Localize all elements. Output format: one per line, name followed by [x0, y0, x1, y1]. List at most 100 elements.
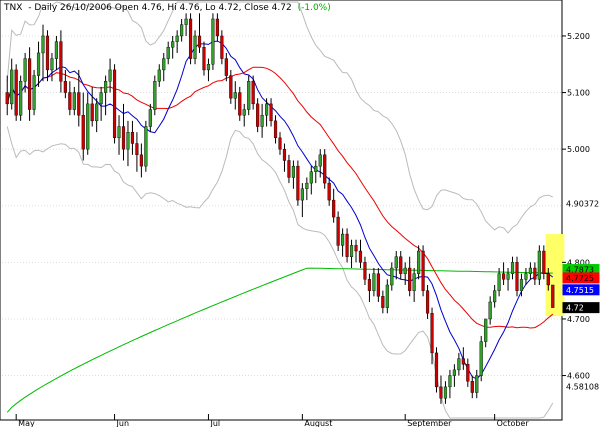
candle-body [497, 273, 501, 291]
value-tag-box [562, 272, 600, 284]
candle-body [197, 35, 202, 48]
plot-frame [0, 0, 563, 421]
candle-body [247, 81, 251, 110]
candle-body [126, 131, 130, 150]
candle-body [349, 245, 354, 257]
chart-change: (-1.0%) [298, 3, 331, 13]
y-tick-label: 4.800 [567, 258, 590, 267]
value-tag-box [562, 198, 600, 210]
candle-body [23, 58, 27, 82]
candle-body [510, 262, 515, 274]
y-tick-label: 4.700 [567, 315, 590, 324]
candle-body [108, 69, 112, 82]
candle-body [528, 267, 532, 274]
candle-body [484, 318, 488, 342]
candle-body [215, 18, 219, 37]
candle-body [466, 364, 470, 382]
candle-body [327, 182, 331, 201]
candle-body [345, 233, 349, 257]
candle-body [144, 126, 148, 167]
chart-title: TNX - Daily 26/10/2006 Open 4.76, Hi 4.7… [3, 3, 331, 13]
highlight-rect [545, 234, 565, 317]
candle-body [90, 103, 94, 122]
value-tag-label: 4.7725 [566, 274, 594, 283]
gridlines [2, 35, 562, 377]
candlesticks [5, 13, 555, 404]
candle-body [287, 160, 291, 178]
candle-body [363, 262, 367, 280]
candle-body [399, 256, 403, 274]
candle-body [220, 35, 224, 59]
y-tick-label: 4.600 [567, 372, 590, 381]
value-tag-label: 4.58108 [566, 382, 599, 391]
candle-body [184, 18, 188, 25]
candle-body [524, 273, 528, 280]
candle-body [403, 267, 407, 274]
value-tag-box [562, 380, 600, 392]
candle-body [162, 58, 166, 71]
candle-body [546, 273, 550, 286]
candle-body [372, 273, 376, 291]
candle-body [278, 137, 282, 150]
candle-body [242, 109, 246, 116]
x-axis-months: May Jun Jul August September October [15, 414, 529, 427]
value-tag-label: 4.72 [566, 304, 584, 313]
moving-averages [6, 40, 554, 413]
candle-body [291, 165, 296, 178]
candle-body [390, 267, 394, 286]
candle-body [112, 69, 117, 139]
x-tick-label: September [407, 419, 452, 427]
candle-body [296, 165, 300, 201]
candle-body [86, 103, 90, 150]
candle-body [412, 273, 416, 291]
candle-body [273, 120, 278, 139]
candle-body [45, 35, 50, 71]
x-tick-label: May [18, 419, 35, 427]
candle-body [533, 267, 537, 280]
candle-body [309, 171, 313, 184]
candle-body [515, 262, 519, 291]
candle-body [439, 386, 443, 399]
candle-body [457, 358, 461, 371]
upper-band-line [6, 1, 553, 234]
candle-body [41, 35, 45, 54]
candle-body [341, 233, 345, 246]
candle-body [519, 279, 524, 291]
candle-body [72, 92, 76, 110]
candle-body [479, 341, 483, 376]
candle-body [171, 41, 175, 48]
candle-body [493, 290, 497, 303]
candle-body [394, 256, 398, 269]
candle-body [77, 92, 81, 116]
candle-body [95, 103, 99, 122]
candle-body [81, 114, 85, 150]
candle-body [28, 58, 32, 110]
candle-body [501, 273, 506, 280]
sma-fast-line [6, 40, 554, 380]
candle-body [385, 284, 389, 308]
candle-body [421, 250, 425, 291]
candle-body [36, 52, 41, 76]
candle-body [157, 69, 161, 82]
candle-body [5, 92, 9, 105]
candle-body [224, 58, 228, 76]
candle-body [443, 386, 448, 399]
candle-body [470, 381, 474, 393]
candle-body [542, 250, 546, 274]
candle-body [153, 81, 157, 110]
candle-body [461, 358, 465, 365]
sma-mid-line [6, 66, 554, 329]
candle-body [354, 245, 358, 252]
candle-body [551, 284, 555, 308]
y-tick-label: 5.000 [567, 145, 590, 154]
candle-body [367, 279, 372, 291]
chart-symbol: TNX [3, 3, 22, 13]
candle-body [19, 81, 23, 116]
candle-body [358, 250, 363, 263]
candle-body [206, 64, 211, 71]
candle-body [314, 165, 318, 172]
candle-body [117, 126, 121, 139]
candle-body [193, 35, 197, 59]
candle-body [121, 126, 126, 150]
